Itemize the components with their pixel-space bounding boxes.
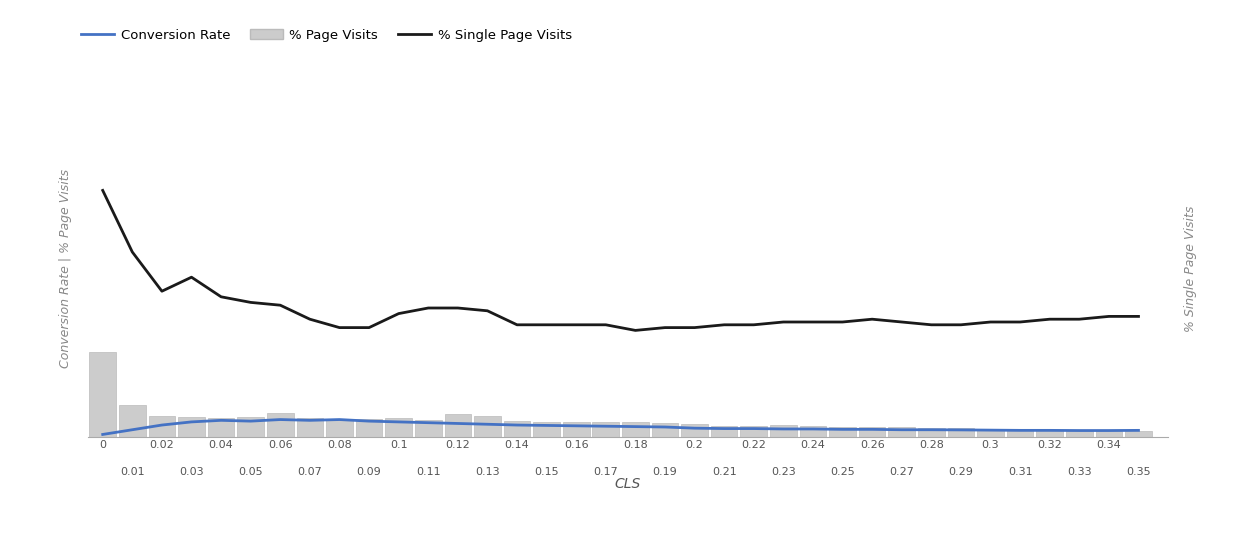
Text: 0.05: 0.05: [239, 468, 263, 477]
Bar: [1095, 431, 1122, 437]
Bar: [414, 420, 442, 437]
Y-axis label: % Single Page Visits: % Single Page Visits: [1184, 206, 1197, 332]
Text: 0.25: 0.25: [830, 468, 855, 477]
Bar: [148, 416, 176, 437]
Text: 0.09: 0.09: [357, 468, 382, 477]
Bar: [296, 418, 323, 437]
Bar: [386, 418, 412, 437]
Bar: [947, 428, 975, 437]
Bar: [1066, 431, 1093, 437]
Bar: [711, 426, 737, 437]
X-axis label: CLS: CLS: [615, 477, 641, 491]
Bar: [474, 416, 501, 437]
Bar: [829, 427, 855, 437]
Bar: [593, 422, 619, 437]
Text: 0.15: 0.15: [534, 468, 559, 477]
Bar: [859, 427, 885, 437]
Text: 0.21: 0.21: [712, 468, 736, 477]
Text: 0.13: 0.13: [475, 468, 500, 477]
Bar: [1036, 430, 1063, 437]
Text: 0.19: 0.19: [653, 468, 677, 477]
Bar: [534, 422, 560, 437]
Bar: [800, 426, 826, 437]
Text: 0.17: 0.17: [593, 468, 618, 477]
Text: 0.31: 0.31: [1007, 468, 1032, 477]
Text: 0.27: 0.27: [889, 468, 914, 477]
Bar: [119, 405, 146, 437]
Text: 0.01: 0.01: [121, 468, 144, 477]
Bar: [237, 417, 264, 437]
Bar: [977, 429, 1004, 437]
Bar: [504, 421, 530, 437]
Bar: [207, 418, 235, 437]
Bar: [888, 427, 916, 437]
Text: 0.29: 0.29: [948, 468, 973, 477]
Bar: [1007, 430, 1034, 437]
Bar: [268, 413, 294, 437]
Bar: [918, 428, 945, 437]
Bar: [178, 417, 205, 437]
Bar: [741, 426, 767, 437]
Bar: [652, 423, 678, 437]
Text: 0.23: 0.23: [771, 468, 796, 477]
Text: 0.35: 0.35: [1127, 468, 1150, 477]
Legend: Conversion Rate, % Page Visits, % Single Page Visits: Conversion Rate, % Page Visits, % Single…: [75, 24, 577, 47]
Bar: [563, 422, 589, 437]
Bar: [445, 414, 471, 437]
Bar: [355, 419, 382, 437]
Bar: [1125, 431, 1152, 437]
Bar: [89, 352, 116, 437]
Bar: [681, 424, 708, 437]
Y-axis label: Conversion Rate | % Page Visits: Conversion Rate | % Page Visits: [59, 169, 72, 368]
Text: 0.03: 0.03: [180, 468, 203, 477]
Text: 0.07: 0.07: [298, 468, 323, 477]
Bar: [770, 425, 796, 437]
Text: 0.33: 0.33: [1068, 468, 1091, 477]
Bar: [622, 422, 648, 437]
Bar: [327, 419, 353, 437]
Text: 0.11: 0.11: [416, 468, 441, 477]
